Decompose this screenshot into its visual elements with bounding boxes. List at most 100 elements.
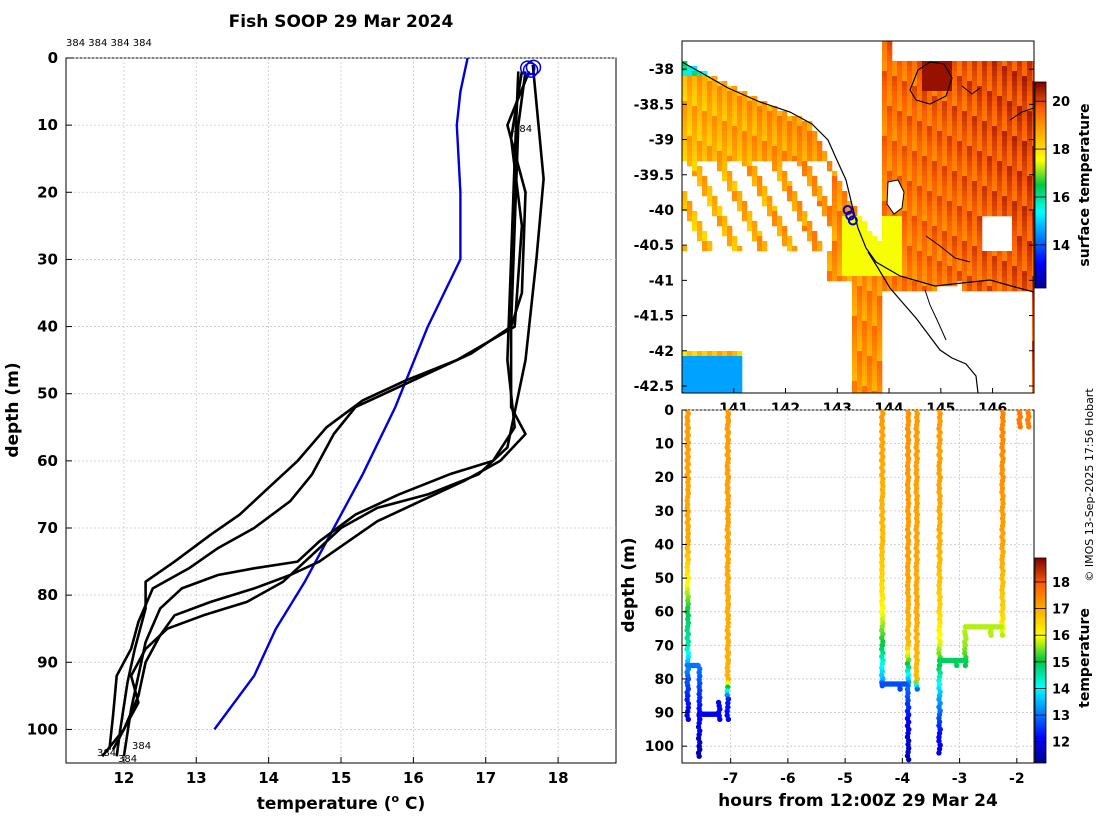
map-cell <box>907 86 913 92</box>
map-cell <box>807 141 813 147</box>
map-cell <box>877 276 883 282</box>
map-cell <box>942 281 948 287</box>
map-cell <box>882 281 888 287</box>
map-cell <box>1012 66 1018 72</box>
map-cell <box>982 166 988 172</box>
map-cell <box>682 131 688 137</box>
map-cell <box>927 96 933 102</box>
map-cell <box>802 226 808 232</box>
map-cell <box>787 121 793 127</box>
map-cell <box>952 81 958 87</box>
map-cell <box>897 151 903 157</box>
map-cell <box>962 176 968 182</box>
map-cell <box>827 256 833 262</box>
map-cell <box>952 271 958 277</box>
map-cell <box>892 86 898 92</box>
map-cell <box>1017 146 1023 152</box>
map-cell <box>932 156 938 162</box>
map-cell <box>982 266 988 272</box>
map-cell <box>912 196 918 202</box>
map-cell <box>697 171 703 177</box>
map-cell <box>977 106 983 112</box>
map-cell <box>712 211 718 217</box>
map-cell <box>742 111 748 117</box>
map-cell <box>1027 71 1033 77</box>
map-cell <box>1002 176 1008 182</box>
map-cell <box>707 131 713 137</box>
map-cell <box>892 251 898 257</box>
map-cell <box>972 131 978 137</box>
section-xtick-label: -6 <box>780 771 796 787</box>
map-cell <box>977 201 983 207</box>
section-ytick-label: 50 <box>655 571 675 587</box>
map-cell <box>1017 76 1023 82</box>
map-cell <box>702 391 708 393</box>
map-cell <box>897 66 903 72</box>
map-cell <box>697 136 703 142</box>
map-cell <box>972 126 978 132</box>
map-cell <box>1027 111 1033 117</box>
map-cell <box>872 391 878 393</box>
map-cell <box>692 106 698 112</box>
map-cell <box>862 231 868 237</box>
map-cell <box>697 176 703 182</box>
map-cell <box>1002 181 1008 187</box>
map-cell <box>767 116 773 122</box>
map-cell <box>962 131 968 137</box>
profile-xtick-label: 12 <box>113 769 134 787</box>
map-cell <box>1007 186 1013 192</box>
map-cell <box>927 66 933 72</box>
map-cell <box>962 196 968 202</box>
map-cell <box>1017 276 1023 282</box>
map-cell <box>782 181 788 187</box>
map-cell <box>932 86 938 92</box>
map-cell <box>1022 166 1028 172</box>
map-cell <box>732 116 738 122</box>
map-cell <box>717 101 723 107</box>
map-cell <box>692 391 698 393</box>
map-cell <box>762 191 768 197</box>
map-cell <box>1022 116 1028 122</box>
map-cell <box>957 121 963 127</box>
map-cell <box>917 241 923 247</box>
map-ytick-label: -42.5 <box>634 379 674 395</box>
map-cell <box>847 246 853 252</box>
map-cell <box>992 101 998 107</box>
map-cell <box>867 321 873 327</box>
map-cell <box>867 361 873 367</box>
map-cell <box>932 126 938 132</box>
map-cell <box>1002 111 1008 117</box>
map-cell <box>917 236 923 242</box>
map-cell <box>957 211 963 217</box>
map-cell <box>742 146 748 152</box>
coastline-island <box>886 179 905 215</box>
map-cell <box>777 226 783 232</box>
map-cell <box>707 101 713 107</box>
map-cell <box>892 241 898 247</box>
map-cell <box>712 201 718 207</box>
map-cell <box>1017 186 1023 192</box>
map-cell <box>712 76 718 82</box>
map-cell <box>832 276 838 282</box>
map-cell <box>692 171 698 177</box>
map-cell <box>917 116 923 122</box>
map-cell <box>897 116 903 122</box>
map-cell <box>967 96 973 102</box>
map-cell <box>777 146 783 152</box>
map-cell <box>947 141 953 147</box>
map-cell <box>952 116 958 122</box>
map-cell <box>892 131 898 137</box>
map-cell <box>937 186 943 192</box>
map-cell <box>1007 211 1013 217</box>
map-cell <box>827 166 833 172</box>
map-cell <box>897 101 903 107</box>
map-cell <box>972 136 978 142</box>
map-cell <box>792 116 798 122</box>
map-cell <box>1032 86 1034 92</box>
map-cell <box>712 351 718 357</box>
map-cell <box>867 231 873 237</box>
map-cell <box>812 146 818 152</box>
map-cell <box>862 251 868 257</box>
map-cell <box>872 281 878 287</box>
map-cell <box>837 211 843 217</box>
